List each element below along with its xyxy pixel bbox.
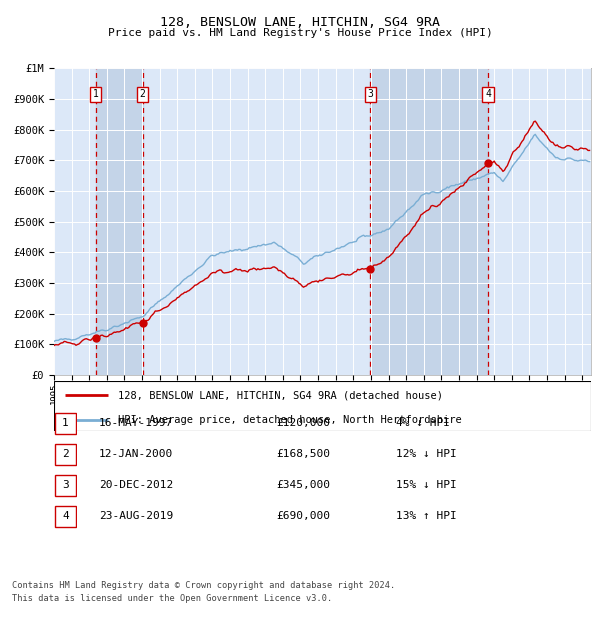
- Text: 20-DEC-2012: 20-DEC-2012: [99, 480, 173, 490]
- Text: £690,000: £690,000: [276, 512, 330, 521]
- Text: 3: 3: [62, 480, 69, 490]
- Text: 2: 2: [140, 89, 145, 99]
- Bar: [96, 68, 143, 375]
- Text: 12% ↓ HPI: 12% ↓ HPI: [396, 450, 457, 459]
- Point: [483, 158, 493, 168]
- Text: 12-JAN-2000: 12-JAN-2000: [99, 450, 173, 459]
- Point: [138, 319, 148, 329]
- Point: [91, 334, 101, 343]
- Bar: [55, 474, 76, 497]
- Text: Price paid vs. HM Land Registry's House Price Index (HPI): Price paid vs. HM Land Registry's House …: [107, 28, 493, 38]
- Text: £168,500: £168,500: [276, 450, 330, 459]
- Bar: [55, 505, 76, 528]
- Text: This data is licensed under the Open Government Licence v3.0.: This data is licensed under the Open Gov…: [12, 593, 332, 603]
- Text: Contains HM Land Registry data © Crown copyright and database right 2024.: Contains HM Land Registry data © Crown c…: [12, 581, 395, 590]
- Point: [365, 264, 375, 274]
- Bar: [370, 68, 488, 375]
- Text: 13% ↑ HPI: 13% ↑ HPI: [396, 512, 457, 521]
- Text: 1: 1: [62, 418, 69, 428]
- Text: £120,000: £120,000: [276, 418, 330, 428]
- Text: £345,000: £345,000: [276, 480, 330, 490]
- Text: 16-MAY-1997: 16-MAY-1997: [99, 418, 173, 428]
- Text: HPI: Average price, detached house, North Hertfordshire: HPI: Average price, detached house, Nort…: [118, 415, 462, 425]
- Text: 15% ↓ HPI: 15% ↓ HPI: [396, 480, 457, 490]
- Text: 2: 2: [62, 450, 69, 459]
- Text: 23-AUG-2019: 23-AUG-2019: [99, 512, 173, 521]
- Text: 128, BENSLOW LANE, HITCHIN, SG4 9RA: 128, BENSLOW LANE, HITCHIN, SG4 9RA: [160, 16, 440, 29]
- Bar: [55, 412, 76, 435]
- Text: 3: 3: [367, 89, 373, 99]
- Text: 1: 1: [93, 89, 98, 99]
- Text: 4: 4: [62, 512, 69, 521]
- Text: 4: 4: [485, 89, 491, 99]
- Bar: [55, 443, 76, 466]
- Text: 128, BENSLOW LANE, HITCHIN, SG4 9RA (detached house): 128, BENSLOW LANE, HITCHIN, SG4 9RA (det…: [118, 390, 443, 400]
- Text: 4% ↓ HPI: 4% ↓ HPI: [396, 418, 450, 428]
